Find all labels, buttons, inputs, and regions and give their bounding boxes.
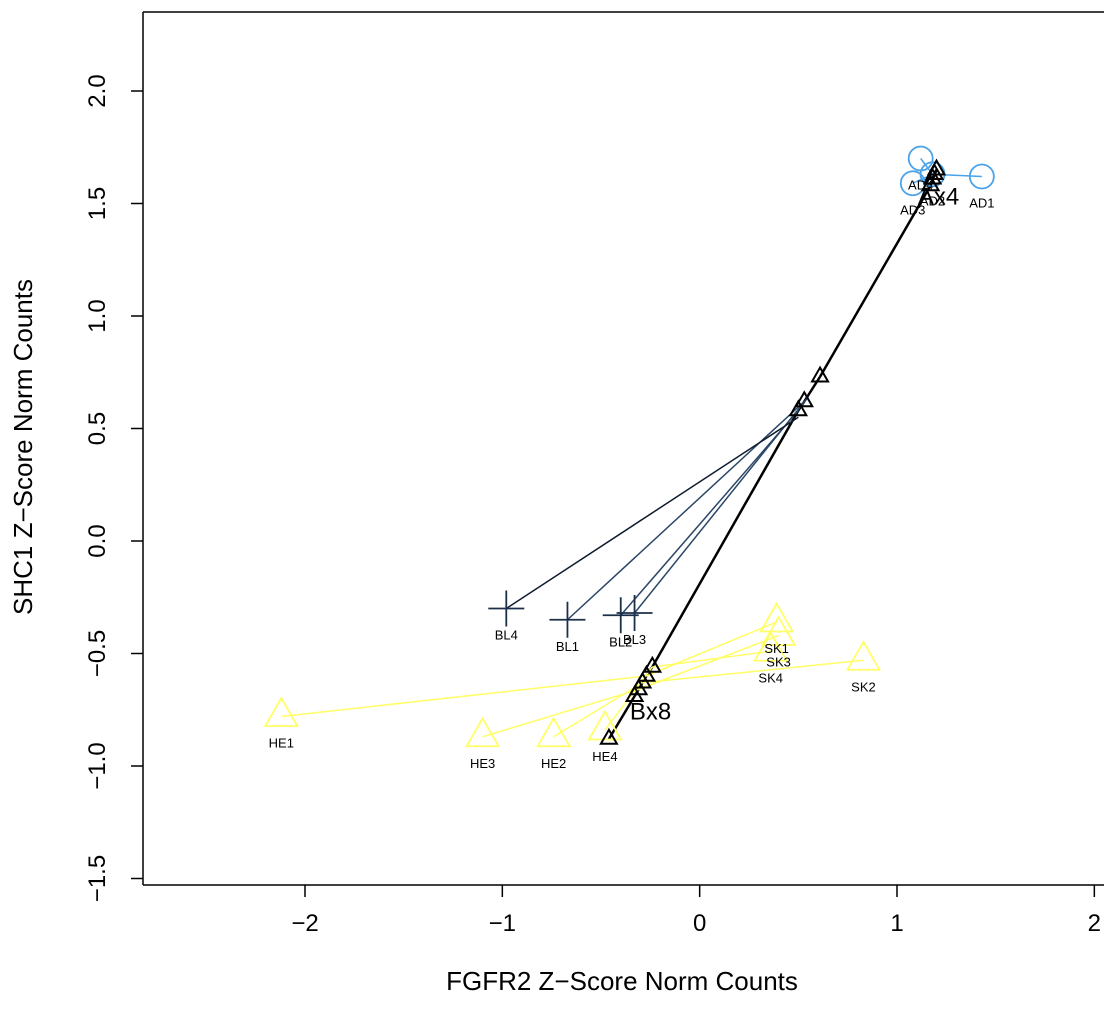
label-ax4: Ax4 [918, 183, 959, 210]
sk-connector [642, 659, 864, 684]
y-tick-label: −1.0 [84, 742, 111, 789]
trajectory-point-mid [810, 365, 830, 383]
connector-lines [281, 158, 982, 740]
label-he2: HE2 [541, 756, 566, 771]
bl-connector [566, 400, 805, 621]
he-connector [281, 675, 647, 718]
y-axis-label: SHC1 Z−Score Norm Counts [8, 279, 38, 615]
label-bl4: BL4 [495, 628, 518, 643]
label-he1: HE1 [269, 736, 294, 751]
he-connector [482, 688, 639, 738]
label-ad4: AD4 [908, 178, 933, 193]
label-sk4: SK4 [758, 670, 783, 685]
trajectory-line [651, 409, 800, 668]
trajectory-point-ax4 [922, 167, 943, 185]
label-he3: HE3 [470, 756, 495, 771]
y-tick-label: 1.0 [84, 299, 111, 332]
point-he3 [465, 716, 501, 748]
trajectory-line [818, 184, 932, 378]
he-connector [553, 682, 643, 738]
label-sk1: SK1 [764, 641, 789, 656]
y-tick-label: 0.0 [84, 524, 111, 557]
y-tick-label: −0.5 [84, 630, 111, 677]
label-bl1: BL1 [556, 639, 579, 654]
y-tick-label: −1.5 [84, 855, 111, 902]
point-he1 [263, 696, 299, 727]
trajectory-point-bx8 [599, 727, 619, 745]
label-ad1: AD1 [969, 196, 994, 211]
point-ad1 [968, 163, 995, 190]
data-points [263, 145, 995, 748]
axes: −2 −1 0 1 2 −1.5 −1.0 −0.5 0.0 0.5 1.0 1.5 2.0 [84, 74, 1101, 937]
trajectory-point-mid [794, 390, 814, 408]
bl-connector [505, 416, 799, 610]
y-tick-label: 2.0 [84, 74, 111, 107]
sk-connector [652, 650, 771, 668]
label-ad3: AD3 [900, 202, 925, 217]
trajectory-point-bx8 [642, 655, 663, 673]
label-sk2: SK2 [851, 679, 876, 694]
label-ad2: AD2 [920, 193, 945, 208]
trajectory-point-bx8 [624, 685, 645, 702]
label-sk3: SK3 [766, 655, 791, 670]
point-sk1 [759, 601, 795, 633]
bl-connector [633, 396, 809, 614]
plot-frame [142, 11, 1104, 886]
trajectory-point-ax4 [926, 158, 947, 176]
x-tick-label: 0 [693, 910, 706, 937]
trajectory-point-mid [788, 399, 809, 417]
y-tick-label: 0.5 [84, 412, 111, 445]
point-ad4 [907, 145, 934, 172]
x-tick-label: 2 [1088, 910, 1101, 937]
sk-connector [646, 621, 777, 677]
sk-connector [638, 634, 779, 691]
bl-connector [620, 410, 799, 616]
point-sk4 [753, 631, 789, 662]
label-he4: HE4 [592, 749, 617, 764]
x-tick-label: −1 [489, 910, 516, 937]
point-he4 [587, 709, 623, 741]
point-sk2 [845, 640, 882, 671]
x-axis-label: FGFR2 Z−Score Norm Counts [446, 966, 798, 996]
x-tick-label: 1 [890, 910, 903, 937]
label-bl3: BL3 [623, 632, 646, 647]
label-bx8: Bx8 [630, 699, 671, 726]
trajectory-line [607, 695, 636, 740]
label-bl2: BL2 [609, 634, 632, 649]
trajectory-point-ax4 [920, 174, 941, 192]
x-tick-label: −2 [291, 910, 318, 937]
y-tick-label: 1.5 [84, 187, 111, 220]
point-he2 [536, 716, 572, 748]
